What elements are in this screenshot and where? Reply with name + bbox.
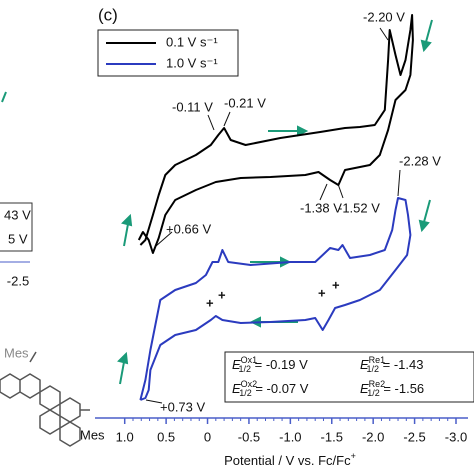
half-potential-sup: Re1 (369, 355, 386, 365)
x-tick-label: 1.0 (116, 429, 134, 444)
minor-ticks (132, 418, 449, 421)
x-tick-label: -0.5 (238, 429, 260, 444)
cv-curve (137, 14, 414, 254)
half-potential-sub: 1/2 (239, 388, 252, 398)
x-axis-label-sup: + (351, 451, 356, 461)
clipped-text: Mes (80, 427, 105, 442)
x-tick-label: -2.0 (362, 429, 384, 444)
clipped-text: 5 V (8, 231, 28, 246)
half-potential-sub: 1/2 (239, 364, 252, 374)
peak-label: -0.21 V (224, 95, 266, 110)
radical-marks: + + + + (206, 277, 340, 310)
panel-label: (c) (98, 5, 118, 24)
half-potential-text: = -1.56 (380, 381, 424, 396)
half-potential: EOx2 1/2 = -0.07 V (232, 379, 309, 398)
x-tick-label: -1.0 (279, 429, 301, 444)
peak-label: -2.20 V (363, 9, 405, 24)
legend-label: 1.0 V s⁻¹ (166, 55, 218, 70)
half-potential: ERe1 1/2 = -1.43 (360, 355, 423, 374)
clipped-arrow (1, 91, 7, 103)
peak-label: -1.38 V (300, 200, 342, 215)
x-tick-label: -1.5 (321, 429, 343, 444)
half-potential-symbol: E (232, 381, 241, 396)
legend-label: 0.1 V s⁻¹ (166, 34, 218, 49)
half-potential-text: = -1.43 (379, 357, 423, 372)
half-potential-sub: 1/2 (367, 388, 380, 398)
peak-label: -2.28 V (399, 153, 441, 168)
clipped-text: 43 V (4, 207, 31, 222)
clipped-box (0, 202, 33, 252)
peak-label: +0.73 V (160, 399, 206, 414)
half-potential-sup: Ox1 (241, 355, 258, 365)
info-box (224, 351, 474, 403)
legend-box (97, 29, 239, 77)
half-potential: EOx1 1/2 = -0.19 V (232, 355, 308, 374)
svg-text:+: + (332, 277, 340, 292)
x-tick-label: -3.0 (445, 429, 467, 444)
x-tick-label: 0 (204, 429, 211, 444)
peak-label: -1.52 V (338, 200, 380, 215)
half-potential-symbol: E (232, 357, 241, 372)
x-axis-label-text: Potential / V vs. Fc/Fc (224, 453, 351, 468)
leader-lines (145, 27, 401, 404)
svg-text:+: + (218, 287, 226, 302)
clipped-text: -2.5 (7, 273, 29, 288)
x-tick-label: -2.5 (403, 429, 425, 444)
peak-label: +0.66 V (166, 221, 212, 236)
cv-curve (139, 197, 412, 401)
svg-text:+: + (206, 295, 214, 310)
half-potential-sup: Ox2 (241, 379, 258, 389)
x-axis-label: Potential / V vs. Fc/Fc+ (224, 451, 356, 468)
half-potential-text: = -0.07 V (252, 381, 309, 396)
half-potential-text: = -0.19 V (251, 357, 308, 372)
peak-label: -0.11 V (172, 99, 213, 114)
half-potential-sub: 1/2 (367, 364, 380, 374)
clipped-text: Mes (4, 345, 29, 360)
x-tick-label: 0.5 (157, 429, 175, 444)
half-potential-symbol: E (360, 357, 369, 372)
molecule-fragment (0, 351, 90, 447)
half-potential-sup: Re2 (369, 379, 386, 389)
half-potential: ERe2 1/2 = -1.56 (360, 379, 424, 398)
svg-text:+: + (318, 285, 326, 300)
half-potential-symbol: E (360, 381, 369, 396)
